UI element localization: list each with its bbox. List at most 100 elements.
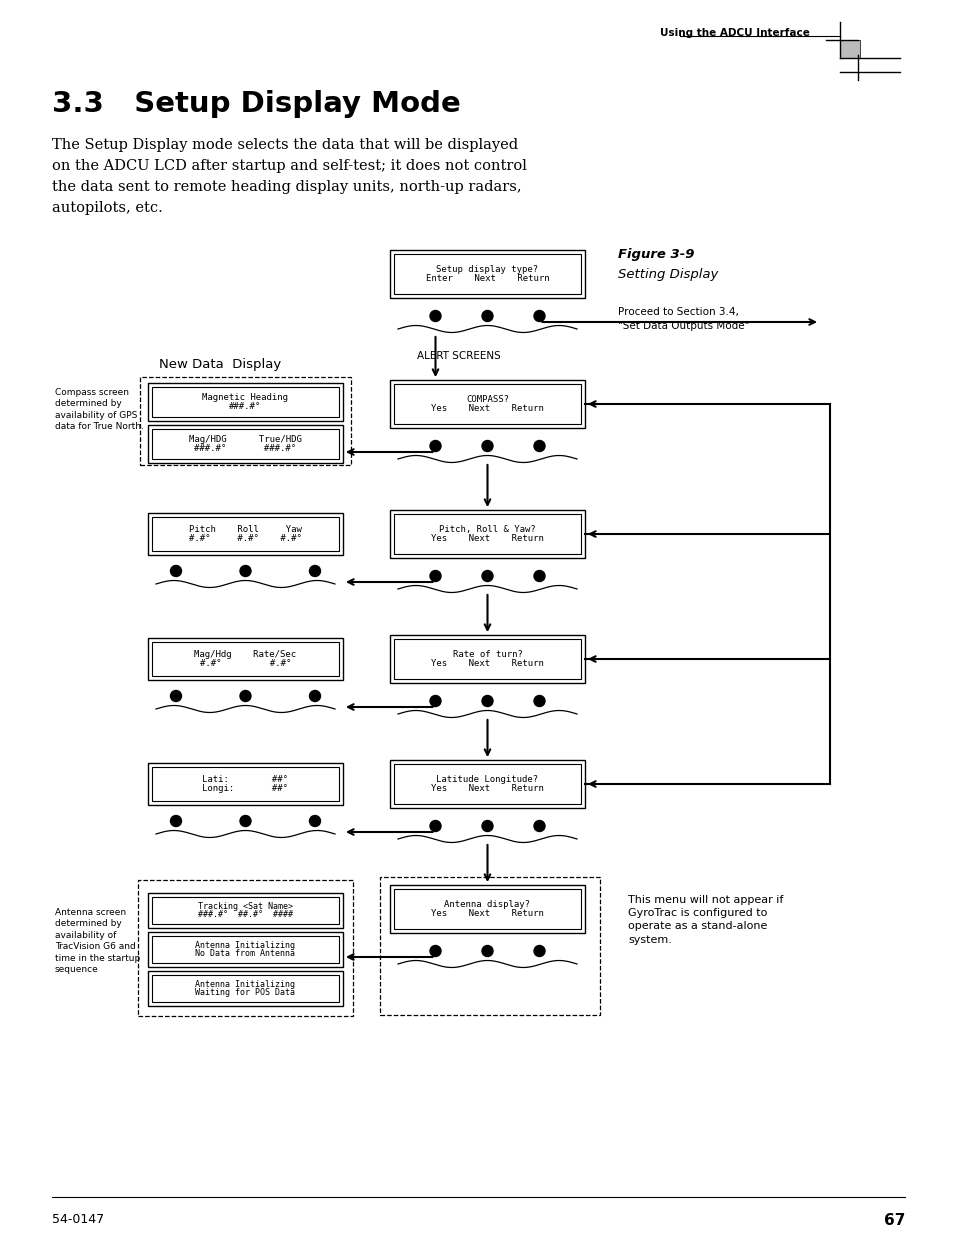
Bar [394, 384, 580, 424]
Text: Antenna screen
determined by
availability of
TracVision G6 and
time in the start: Antenna screen determined by availabilit… [55, 908, 140, 974]
Text: Yes    Next    Return: Yes Next Return [431, 909, 543, 918]
Text: Enter    Next    Return: Enter Next Return [425, 274, 549, 283]
Bar [394, 514, 580, 555]
Text: ###.#°  ##.#°  ####: ###.#° ##.#° #### [198, 910, 293, 919]
Text: Antenna Initializing: Antenna Initializing [195, 981, 295, 989]
Text: 67: 67 [882, 1213, 904, 1228]
Circle shape [171, 690, 181, 701]
Text: Proceed to Section 3.4,: Proceed to Section 3.4, [618, 308, 739, 317]
Bar [148, 763, 343, 805]
Bar [148, 893, 343, 927]
Bar [390, 249, 584, 298]
Circle shape [240, 690, 251, 701]
Circle shape [240, 815, 251, 826]
Circle shape [430, 820, 440, 831]
Text: Figure 3-9: Figure 3-9 [618, 248, 694, 261]
Circle shape [481, 571, 493, 582]
Text: Yes    Next    Return: Yes Next Return [431, 534, 543, 542]
Bar [390, 885, 584, 932]
Text: Antenna display?: Antenna display? [444, 900, 530, 909]
Circle shape [481, 820, 493, 831]
Circle shape [534, 946, 544, 956]
Circle shape [309, 815, 320, 826]
Text: Pitch    Roll     Yaw: Pitch Roll Yaw [189, 525, 301, 535]
Bar [394, 254, 580, 294]
Circle shape [309, 690, 320, 701]
Circle shape [430, 441, 440, 452]
Circle shape [171, 815, 181, 826]
Circle shape [430, 310, 440, 321]
Bar [152, 767, 338, 802]
Text: Setting Display: Setting Display [618, 268, 718, 282]
Bar [152, 897, 338, 924]
Bar [379, 877, 599, 1015]
Text: #.#°         #.#°: #.#° #.#° [199, 658, 291, 668]
Bar [148, 513, 343, 555]
Circle shape [481, 946, 493, 956]
Text: Lati:        ##°: Lati: ##° [202, 776, 288, 784]
Bar [394, 764, 580, 804]
Bar [148, 638, 343, 680]
Text: Magnetic Heading: Magnetic Heading [202, 393, 288, 403]
Bar [148, 932, 343, 967]
Circle shape [534, 695, 544, 706]
Circle shape [171, 566, 181, 577]
Bar [148, 425, 343, 463]
Circle shape [309, 566, 320, 577]
Circle shape [430, 946, 440, 956]
Text: Pitch, Roll & Yaw?: Pitch, Roll & Yaw? [438, 525, 536, 535]
Text: Yes    Next    Return: Yes Next Return [431, 404, 543, 412]
Circle shape [481, 695, 493, 706]
Bar [152, 974, 338, 1002]
Text: 3.3   Setup Display Mode: 3.3 Setup Display Mode [52, 90, 460, 119]
Bar [390, 380, 584, 429]
Bar [394, 889, 580, 929]
Text: New Data  Display: New Data Display [159, 358, 281, 370]
Circle shape [534, 310, 544, 321]
Text: Mag/Hdg    Rate/Sec: Mag/Hdg Rate/Sec [194, 651, 296, 659]
Text: Waiting for POS Data: Waiting for POS Data [195, 988, 295, 997]
Text: Setup display type?: Setup display type? [436, 266, 538, 274]
Bar [148, 383, 343, 421]
Text: Mag/HDG      True/HDG: Mag/HDG True/HDG [189, 435, 301, 445]
Text: The Setup Display mode selects the data that will be displayed
on the ADCU LCD a: The Setup Display mode selects the data … [52, 138, 526, 215]
Text: ALERT SCREENS: ALERT SCREENS [417, 351, 500, 361]
Bar [390, 760, 584, 808]
Bar [152, 517, 338, 551]
Circle shape [481, 441, 493, 452]
Text: Antenna Initializing: Antenna Initializing [195, 941, 295, 950]
Text: Compass screen
determined by
availability of GPS
data for True North.: Compass screen determined by availabilit… [55, 388, 144, 431]
Text: Longi:       ##°: Longi: ##° [202, 784, 288, 793]
Text: 54-0147: 54-0147 [52, 1213, 104, 1226]
Bar [152, 936, 338, 963]
Bar [140, 377, 351, 466]
Bar [148, 971, 343, 1007]
Text: ###.#°       ###.#°: ###.#° ###.#° [194, 443, 296, 453]
Circle shape [481, 310, 493, 321]
Text: "Set Data Outputs Mode": "Set Data Outputs Mode" [618, 321, 749, 331]
Text: No Data from Antenna: No Data from Antenna [195, 948, 295, 958]
Bar [138, 881, 353, 1016]
Circle shape [430, 695, 440, 706]
Bar [394, 638, 580, 679]
Text: Tracking <Sat Name>: Tracking <Sat Name> [198, 902, 293, 911]
Text: Latitude Longitude?: Latitude Longitude? [436, 776, 538, 784]
Bar [152, 642, 338, 676]
Text: This menu will not appear if
GyroTrac is configured to
operate as a stand-alone
: This menu will not appear if GyroTrac is… [627, 895, 782, 945]
Text: ###.#°: ###.#° [229, 401, 261, 411]
Circle shape [534, 571, 544, 582]
Text: Yes    Next    Return: Yes Next Return [431, 784, 543, 793]
Text: COMPASS?: COMPASS? [465, 395, 509, 404]
Circle shape [534, 441, 544, 452]
Circle shape [240, 566, 251, 577]
Text: #.#°     #.#°    #.#°: #.#° #.#° #.#° [189, 534, 301, 542]
Bar [390, 635, 584, 683]
Bar [152, 429, 338, 459]
Text: Using the ADCU Interface: Using the ADCU Interface [659, 28, 809, 38]
Bar [390, 510, 584, 558]
Circle shape [534, 820, 544, 831]
Text: Yes    Next    Return: Yes Next Return [431, 658, 543, 668]
Circle shape [430, 571, 440, 582]
Bar [840, 40, 859, 58]
Text: Rate of turn?: Rate of turn? [452, 651, 522, 659]
